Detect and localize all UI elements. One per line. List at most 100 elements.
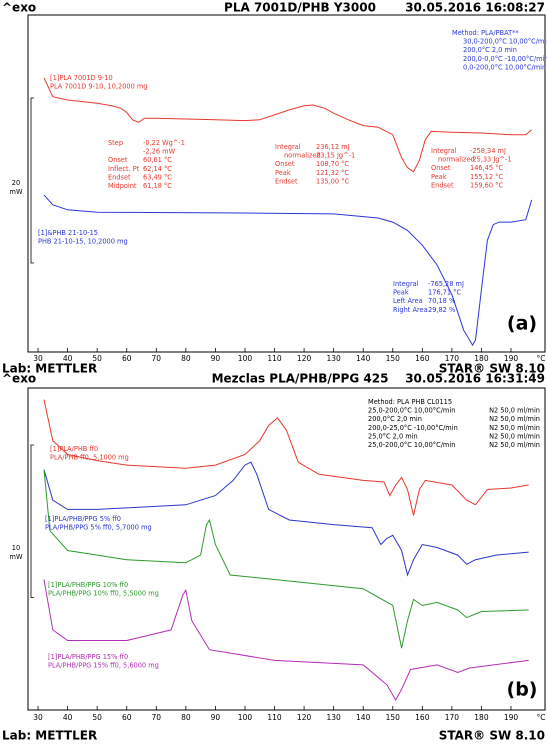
x-tick-label: 170	[445, 713, 460, 722]
lab-label: Lab: METTLER	[2, 362, 97, 376]
exo-label: ^exo	[2, 1, 36, 15]
plot-frame	[27, 14, 546, 353]
curve	[43, 77, 533, 173]
annotation: 200,0-25,0°C -10,00°C/min	[368, 424, 458, 432]
annotation: Midpoint	[108, 182, 137, 190]
date-label: 30.05.2016 16:31:49	[405, 372, 545, 386]
lab-label: Lab: METTLER	[2, 729, 97, 743]
software-label: STAR® SW 8.10	[439, 362, 545, 376]
x-tick-label: 130	[326, 354, 341, 363]
annotation: 176,71 °C	[428, 289, 461, 297]
annotation: 25,0-200,0°C 10,00°C/min	[368, 441, 455, 449]
curve	[43, 399, 529, 516]
annotation: 70,18 %	[428, 297, 455, 305]
annotation: [1]PLA 7001D 9-10	[50, 74, 113, 82]
annotation: 121,32 °C	[316, 169, 349, 177]
annotation: Peak	[431, 173, 447, 181]
scale-bar-unit: mW	[10, 553, 23, 561]
chart-title: Mezclas PLA/PHB/PPG 425	[212, 372, 389, 386]
annotation: 108,70 °C	[316, 160, 349, 168]
x-tick-label: 130	[326, 713, 341, 722]
annotation: Left Area	[393, 297, 423, 305]
software-label: STAR® SW 8.10	[439, 729, 545, 743]
annotation: Onset	[431, 164, 451, 172]
x-tick-label: 70	[152, 713, 162, 722]
annotation: [1]PLA/PHB/PPG 10% ff0	[48, 581, 128, 589]
curve	[43, 194, 533, 347]
x-tick-label: 140	[356, 354, 371, 363]
x-tick-label: 30	[33, 354, 43, 363]
annotation: 236,12 mJ	[316, 143, 350, 151]
annotation: -2,26 mW	[143, 148, 176, 156]
x-tick-label: 110	[267, 713, 282, 722]
x-axis-label: °C	[537, 713, 546, 722]
x-tick-label: 150	[386, 713, 401, 722]
annotation: 200,0°C 2,0 min	[463, 46, 517, 54]
annotation: Method: PLA/PBAT**	[452, 29, 519, 37]
exo-label: ^exo	[2, 372, 36, 386]
x-tick-label: 120	[297, 354, 312, 363]
annotation: 200,0-0,0°C -10,00°C/min	[463, 55, 547, 63]
annotation: 146,45 °C	[470, 164, 503, 172]
annotation: 200,0°C 2,0 min	[368, 415, 422, 423]
annotation: N2 50,0 ml/min	[489, 432, 540, 440]
annotation: -765,28 mJ	[428, 280, 464, 288]
annotation: N2 50,0 ml/min	[489, 424, 540, 432]
x-tick-label: 160	[415, 354, 430, 363]
x-tick-label: 40	[63, 354, 73, 363]
panel-label: (b)	[507, 679, 538, 701]
x-tick-label: 180	[474, 713, 489, 722]
x-tick-label: 190	[504, 713, 519, 722]
annotation: 60,61 °C	[143, 156, 172, 164]
x-tick-label: 140	[356, 713, 371, 722]
annotation: PLA/PHB/PPG 10% ff0, 5,5000 mg	[48, 590, 159, 598]
annotation: 61,18 °C	[143, 182, 172, 190]
x-tick-label: 180	[474, 354, 489, 363]
annotation: -0,22 Wg^-1	[143, 139, 185, 147]
annotation: Onset	[275, 160, 295, 168]
annotation: 29,82 %	[428, 306, 455, 314]
date-label: 30.05.2016 16:08:27	[405, 1, 545, 15]
annotation: Endset	[108, 173, 131, 181]
annotation: PLA 7001D 9-10, 10,2000 mg	[50, 83, 148, 91]
x-tick-label: 90	[211, 713, 221, 722]
curve	[43, 579, 529, 702]
annotation: 159,60 °C	[470, 181, 503, 189]
annotation: Peak	[275, 169, 291, 177]
annotation: -25,33 Jg^-1	[470, 156, 512, 164]
annotation: Integral	[275, 143, 301, 151]
curve	[43, 461, 529, 577]
annotation: Onset	[108, 156, 128, 164]
annotation: normalized	[284, 152, 321, 160]
chart-title: PLA 7001D/PHB Y3000	[224, 1, 376, 15]
x-tick-label: 120	[297, 713, 312, 722]
annotation: 62,14 °C	[143, 165, 172, 173]
scale-bar-value: 20	[12, 179, 20, 187]
x-tick-label: 60	[122, 354, 132, 363]
curve	[43, 469, 529, 649]
x-tick-label: 100	[238, 354, 253, 363]
annotation: 30,0-200,0°C 10,00°C/min	[463, 38, 547, 46]
x-tick-label: 110	[267, 354, 282, 363]
annotation: N2 50,0 ml/min	[489, 407, 540, 415]
annotation: Integral	[393, 280, 419, 288]
x-tick-label: 80	[181, 713, 191, 722]
annotation: 135,00 °C	[316, 177, 349, 185]
x-tick-label: 170	[445, 354, 460, 363]
annotation: 23,15 Jg^-1	[316, 152, 355, 160]
x-tick-label: 90	[211, 354, 221, 363]
annotation: N2 50,0 ml/min	[489, 441, 540, 449]
annotation: 25,0-200,0°C 10,00°C/min	[368, 407, 455, 415]
annotation: Inflect. Pt	[108, 165, 140, 173]
annotation: N2 50,0 ml/min	[489, 415, 540, 423]
panel-label: (a)	[507, 313, 537, 335]
x-tick-label: 50	[92, 713, 102, 722]
annotation: Endset	[431, 181, 454, 189]
annotation: [1]PLA/PHB/PPG 15% ff0	[48, 653, 128, 661]
x-tick-label: 80	[181, 354, 191, 363]
annotation: Step	[108, 139, 123, 147]
scale-bar	[30, 97, 34, 264]
annotation: -258,34 mJ	[470, 147, 506, 155]
x-tick-label: 50	[92, 354, 102, 363]
